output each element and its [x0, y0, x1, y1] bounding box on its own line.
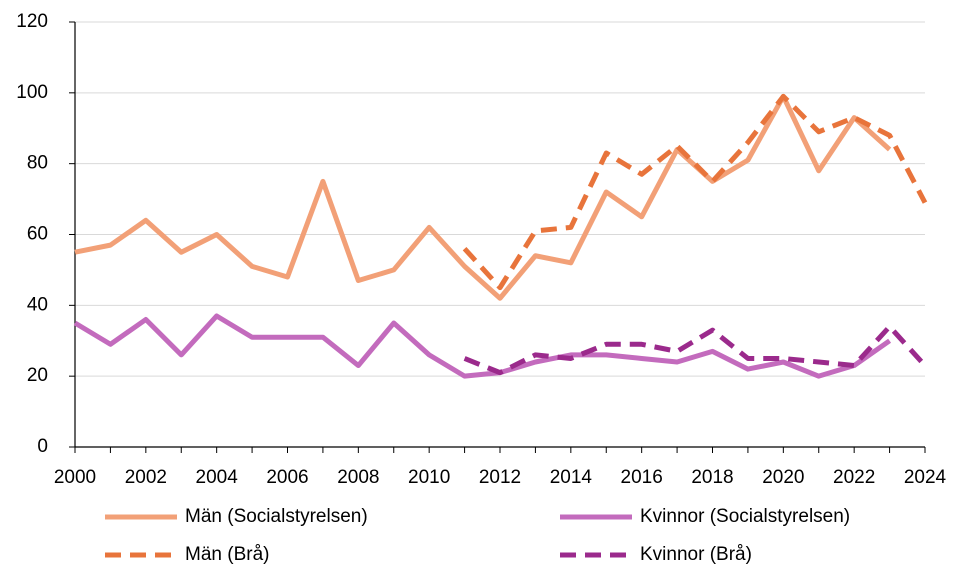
legend-label: Kvinnor (Brå)	[640, 544, 752, 565]
series-line	[73, 313, 892, 379]
y-tick-label: 0	[37, 436, 48, 457]
x-tick-label: 2020	[762, 467, 804, 488]
y-tick-label: 20	[27, 365, 48, 386]
x-tick-label: 2024	[904, 467, 947, 488]
x-tick-label: 2012	[479, 467, 521, 488]
series-line	[462, 93, 928, 291]
x-tick-label: 2014	[550, 467, 593, 488]
legend-label: Män (Brå)	[185, 544, 269, 565]
x-tick-label: 2022	[833, 467, 875, 488]
y-tick-label: 60	[27, 224, 48, 245]
series-line	[463, 324, 927, 376]
y-tick-label: 80	[27, 153, 48, 174]
y-tick-label: 100	[16, 82, 48, 103]
legend-label: Män (Socialstyrelsen)	[185, 506, 368, 527]
x-tick-label: 2006	[266, 467, 308, 488]
y-tick-label: 120	[16, 11, 48, 32]
series-line	[74, 93, 892, 301]
x-tick-label: 2016	[621, 467, 663, 488]
x-tick-label: 2004	[196, 467, 239, 488]
x-tick-label: 2000	[54, 467, 96, 488]
x-tick-label: 2018	[691, 467, 733, 488]
legend-label: Kvinnor (Socialstyrelsen)	[640, 506, 850, 527]
y-tick-label: 40	[27, 294, 48, 315]
x-tick-label: 2002	[125, 467, 167, 488]
x-tick-label: 2008	[337, 467, 379, 488]
x-tick-label: 2010	[408, 467, 450, 488]
